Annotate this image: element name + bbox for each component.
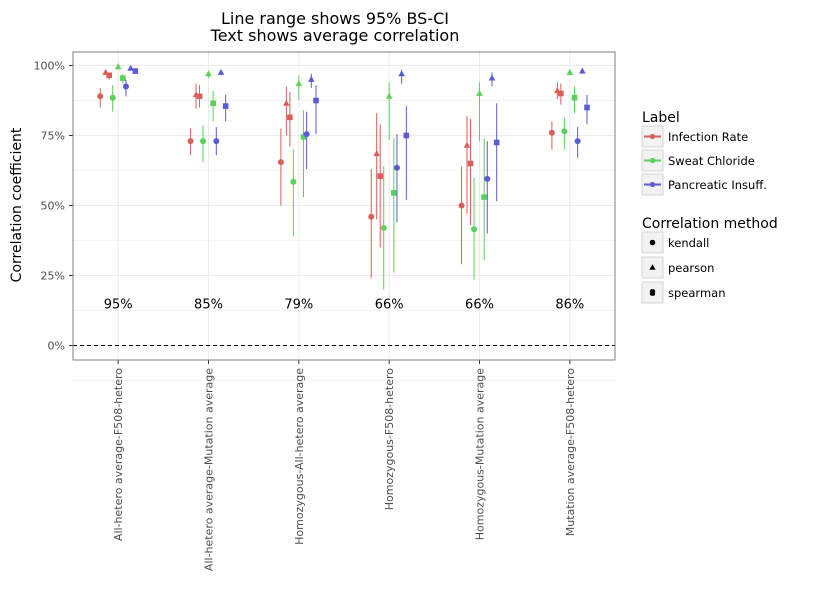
average-correlation-label: 95% — [104, 298, 133, 313]
point-pearson — [127, 64, 134, 71]
point-pearson — [579, 67, 586, 74]
point-kendall — [484, 175, 491, 182]
point-pearson — [488, 74, 496, 81]
legend-key-point — [649, 133, 656, 140]
average-correlation-label: 86% — [555, 298, 584, 313]
point-spearman — [287, 114, 293, 121]
legend-item-label: kendall — [668, 236, 709, 250]
y-tick-label: 25% — [41, 270, 65, 283]
point-spearman — [571, 94, 578, 101]
legend: Label Infection Rate Sweat Chloride Pancrea… — [641, 110, 778, 304]
point-kendall — [187, 138, 194, 145]
point-kendall — [122, 83, 129, 90]
point-spearman — [558, 90, 564, 97]
point-spearman — [493, 139, 500, 146]
plot-area: 0% 25% 50% 75% 100% All-hetero average-F508-h… — [34, 51, 616, 571]
point-spearman — [196, 93, 203, 100]
point-pearson — [308, 75, 315, 82]
point-kendall — [393, 164, 400, 171]
point-kendall — [548, 129, 555, 136]
y-axis-label: Correlation coefficient — [9, 127, 25, 282]
point-spearman — [391, 190, 397, 196]
legend-title-label: Label — [642, 110, 680, 126]
point-pearson — [398, 70, 405, 77]
point-spearman — [210, 100, 216, 107]
average-correlation-label: 79% — [284, 298, 313, 313]
point-spearman — [377, 173, 383, 179]
legend-shape-kendall — [649, 239, 656, 246]
point-kendall — [561, 128, 568, 135]
point-kendall — [471, 226, 478, 233]
legend-shape-pearson — [649, 264, 656, 270]
point-spearman — [403, 132, 410, 139]
point-kendall — [290, 178, 297, 185]
legend-item-label: pearson — [668, 261, 714, 275]
point-kendall — [380, 224, 387, 231]
chart-title-line-2: Text shows average correlation — [210, 26, 460, 45]
point-spearman — [222, 103, 229, 109]
point-pearson — [283, 99, 290, 106]
y-tick-label: 75% — [41, 130, 65, 143]
series-sweat-chloride — [109, 63, 578, 290]
legend-key-point — [649, 157, 656, 164]
point-spearman — [120, 75, 126, 81]
point-pearson — [114, 63, 122, 70]
point-spearman — [313, 97, 319, 104]
point-spearman — [106, 72, 112, 79]
point-pearson — [295, 80, 303, 87]
point-kendall — [200, 138, 207, 145]
x-tick-label: All-hetero average-F508-hetero — [112, 368, 125, 541]
x-tick-label: Homozygous-F508-hetero — [383, 368, 396, 511]
point-spearman — [481, 194, 487, 200]
x-tick-label: All-hetero average-Mutation average — [203, 368, 216, 571]
y-tick-label: 50% — [41, 200, 65, 213]
point-kendall — [277, 159, 284, 166]
legend-item-label: spearman — [668, 286, 725, 300]
average-correlation-label: 66% — [465, 298, 494, 313]
legend-title-method: Correlation method — [642, 216, 778, 232]
point-kendall — [458, 202, 465, 209]
point-kendall — [109, 94, 116, 101]
point-spearman — [584, 104, 590, 111]
x-tick-label: Homozygous-Mutation average — [474, 368, 487, 540]
point-pearson — [476, 89, 483, 96]
legend-key-point — [649, 181, 656, 188]
series-pancreatic-insuff — [122, 64, 590, 234]
point-spearman — [467, 160, 474, 167]
point-pearson — [205, 70, 212, 77]
point-pearson — [217, 68, 225, 75]
legend-item-label: Sweat Chloride — [668, 154, 755, 168]
panel-border — [72, 51, 616, 361]
legend-shape-spearman — [649, 289, 656, 296]
series-infection-rate — [97, 68, 564, 279]
point-kendall — [303, 131, 310, 138]
point-kendall — [574, 138, 581, 145]
legend-item-label: Infection Rate — [668, 130, 748, 144]
y-tick-label: 0% — [48, 340, 65, 353]
legend-item-label: Pancreatic Insuff. — [668, 178, 767, 192]
point-pearson — [566, 68, 574, 75]
point-kendall — [213, 138, 220, 145]
x-tick-label: Homozygous-All-hetero average — [293, 368, 306, 545]
point-kendall — [97, 93, 104, 100]
x-tick-label: Mutation average-F508-hetero — [564, 368, 577, 536]
average-correlation-label: 85% — [194, 298, 223, 313]
point-spearman — [132, 68, 139, 74]
point-pearson — [373, 150, 380, 157]
point-pearson — [385, 92, 393, 99]
point-pearson — [463, 141, 471, 148]
average-correlation-label: 66% — [375, 298, 404, 313]
point-spearman — [300, 134, 307, 140]
chart-title-line-1: Line range shows 95% BS-CI — [221, 9, 449, 28]
point-kendall — [368, 213, 375, 220]
y-tick-label: 100% — [34, 60, 65, 73]
